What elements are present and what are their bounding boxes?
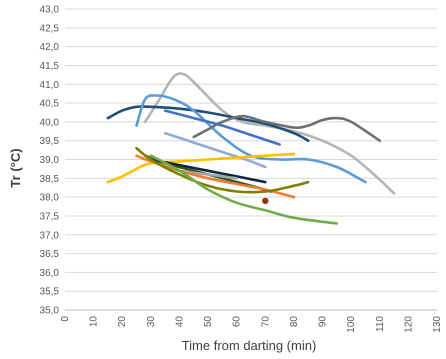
y-tick-label: 40,5 [40, 99, 60, 110]
y-axis-title: Tr (°C) [8, 148, 23, 187]
y-tick-label: 42,0 [40, 42, 60, 53]
series-line [149, 154, 339, 225]
x-tick-label: 50 [203, 316, 214, 328]
gridlines [65, 8, 437, 311]
x-axis-title: Time from darting (min) [182, 338, 317, 353]
x-tick-label: 10 [89, 316, 100, 328]
x-tick-label: 60 [232, 316, 243, 328]
y-tick-label: 39,5 [40, 136, 60, 147]
x-tick-label: 130 [432, 316, 443, 333]
x-tick-label: 40 [174, 316, 185, 328]
series-line [143, 72, 396, 195]
series-line [135, 94, 367, 184]
y-tick-label: 37,0 [40, 230, 60, 241]
y-tick-label: 42,5 [40, 23, 60, 34]
y-tick-label: 38,5 [40, 174, 60, 185]
y-tick-label: 36,0 [40, 268, 60, 279]
x-axis-ticks: 0 10 20 30 40 50 60 70 80 90 100 110 120 130 [60, 316, 443, 333]
x-tick-label: 80 [289, 316, 300, 328]
series-line [163, 109, 281, 146]
x-tick-label: 0 [60, 316, 71, 322]
x-tick-label: 70 [260, 316, 271, 328]
y-tick-label: 43,0 [40, 5, 60, 16]
y-tick-label: 38,0 [40, 193, 60, 204]
y-tick-label: 35,5 [40, 287, 60, 298]
y-tick-label: 41,0 [40, 80, 60, 91]
series-line [163, 131, 267, 169]
y-tick-label: 36,5 [40, 249, 60, 260]
x-tick-label: 90 [318, 316, 329, 328]
series-line [149, 158, 267, 184]
x-tick-label: 30 [146, 316, 157, 328]
data-points [262, 197, 269, 205]
x-tick-label: 20 [117, 316, 128, 328]
series-line [135, 154, 296, 199]
x-tick-label: 120 [403, 316, 414, 333]
series-line [135, 146, 310, 194]
x-tick-label: 100 [346, 316, 357, 333]
data-point [262, 197, 269, 205]
series-lines [106, 72, 396, 225]
y-tick-label: 41,5 [40, 61, 60, 72]
y-tick-label: 39,0 [40, 155, 60, 166]
y-tick-label: 37,5 [40, 211, 60, 222]
y-tick-label: 40,0 [40, 117, 60, 128]
x-tick-label: 110 [375, 316, 386, 332]
series-line [106, 152, 296, 184]
y-tick-label: 35,0 [40, 306, 60, 317]
y-axis-ticks: 35,0 35,5 36,0 36,5 37,0 37,5 38,0 38,5 39,0 39,5… [40, 5, 60, 317]
